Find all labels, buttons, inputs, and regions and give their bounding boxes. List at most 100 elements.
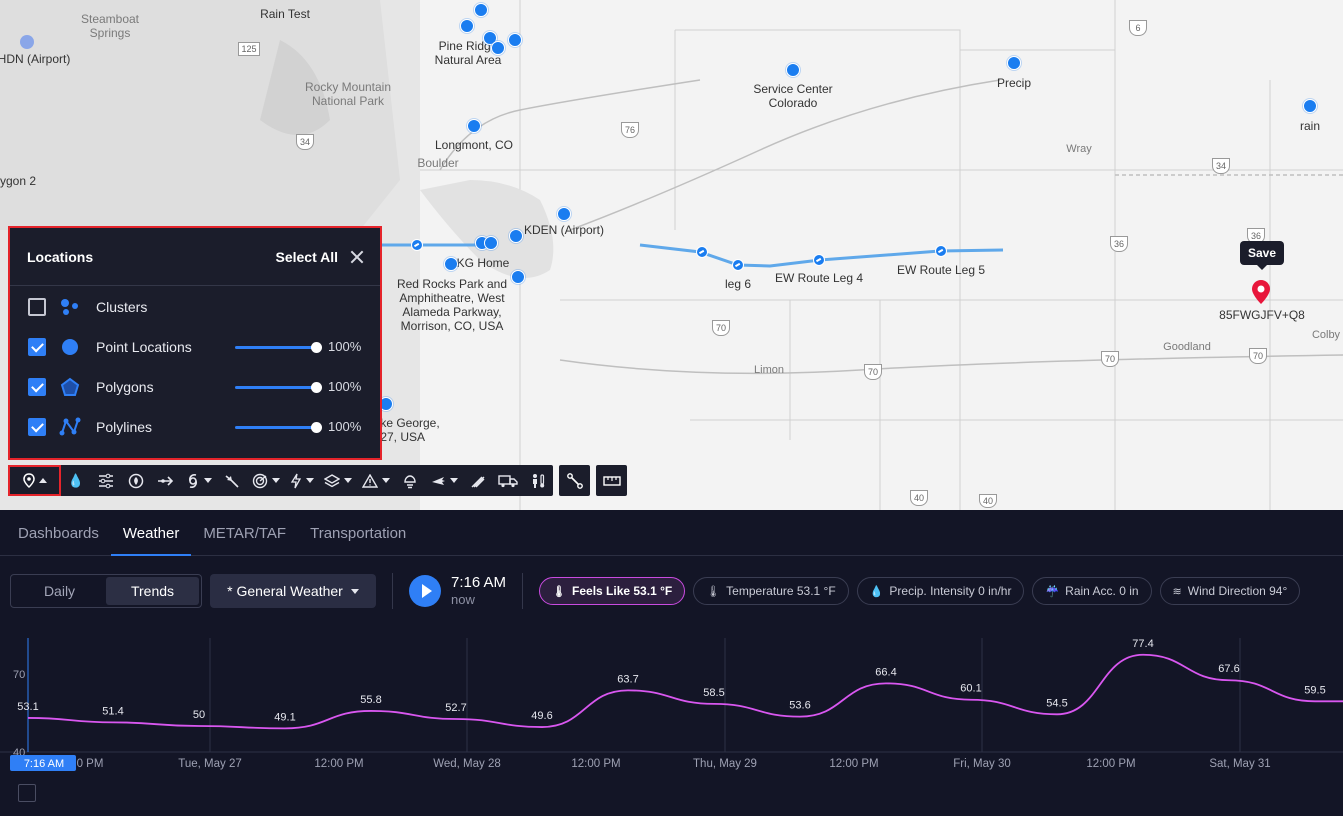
chip-label: Rain Acc. 0 in [1065,584,1139,598]
transportation-button[interactable] [493,465,523,496]
polyline-icon [58,417,82,437]
x-tick-label: Sat, May 31 [1209,758,1270,770]
x-tick-label: Tue, May 27 [178,758,242,770]
aviation-button[interactable] [425,465,463,496]
location-pin[interactable] [508,33,522,47]
polygons-checkbox[interactable] [28,378,46,396]
person-temp-icon: 🌡 [552,585,567,598]
fire-button[interactable] [121,465,151,496]
polyline-node[interactable] [411,239,423,251]
location-pin[interactable] [1007,56,1021,70]
chip-label: Precip. Intensity 0 in/hr [889,584,1012,598]
map-label: Pine Ridge Natural Area [434,39,502,67]
winter-button[interactable] [395,465,425,496]
map-label: 85FWGJFV+Q8 [1219,308,1305,322]
close-icon[interactable] [350,250,364,264]
highway-shield: 40 [910,490,928,506]
time-relative: now [451,592,475,607]
map-label: HDN (Airport) [0,52,71,66]
alerts-button[interactable] [357,465,395,496]
map-label: Service Center Colorado [753,82,833,110]
location-pin[interactable] [484,236,498,250]
highway-shield: 70 [712,320,730,336]
data-label: 77.4 [1132,638,1153,650]
precip-icon: 💧 [869,585,884,598]
opacity-slider[interactable] [235,386,317,389]
locations-button[interactable] [8,465,61,496]
hurricane-button[interactable] [181,465,217,496]
lightning-button[interactable] [285,465,319,496]
data-label: 51.4 [102,705,123,717]
x-tick-label: 12:00 PM [829,758,878,770]
polyline-node[interactable] [935,245,947,257]
select-all-button[interactable]: Select All [275,248,338,265]
point-locations-checkbox[interactable] [28,338,46,356]
location-pin[interactable] [1303,99,1317,113]
polylines-checkbox[interactable] [28,418,46,436]
clusters-checkbox[interactable] [28,298,46,316]
location-pin[interactable] [786,63,800,77]
polyline-node[interactable] [696,246,708,258]
x-tick-label: 0 PM [77,758,104,770]
slider-handle[interactable] [311,342,322,353]
precip-button[interactable]: 💧 [61,465,91,496]
marine-button[interactable] [463,465,493,496]
layer-label: Clusters [96,299,148,315]
draw-polyline-button[interactable] [559,465,590,496]
polyline-node[interactable] [813,254,825,266]
expand-icon[interactable] [18,784,36,802]
trends-toggle[interactable]: Trends [106,577,199,605]
storm-path-icon [225,474,239,488]
time-display: 7:16 AM now [451,574,506,608]
location-pin[interactable] [557,207,571,221]
location-pin[interactable] [467,119,481,133]
map-label: EW Route Leg 5 [896,263,986,277]
measure-button[interactable] [596,465,627,496]
chip-wind-direction[interactable]: ≋ Wind Direction 94° [1159,577,1301,605]
tab-transportation[interactable]: Transportation [310,525,407,542]
chip-temperature[interactable]: 🌡 Temperature 53.1 °F [693,577,849,605]
chip-rain-acc[interactable]: ☔ Rain Acc. 0 in [1032,577,1152,605]
opacity-slider[interactable] [235,346,317,349]
route-button[interactable] [151,465,181,496]
locations-panel: Locations Select All Clusters Point Loca… [8,226,382,460]
tab-metar-taf[interactable]: METAR/TAF [203,525,287,542]
tab-dashboards[interactable]: Dashboards [18,525,99,542]
daily-toggle[interactable]: Daily [43,583,76,599]
wind-button[interactable] [91,465,121,496]
data-label: 53.6 [789,700,810,712]
polyline-node[interactable] [732,259,744,271]
location-pin[interactable] [460,19,474,33]
chip-precip-intensity[interactable]: 💧 Precip. Intensity 0 in/hr [856,577,1025,605]
play-button[interactable] [409,575,441,607]
layers-button[interactable] [319,465,357,496]
chevron-down-icon [382,478,390,483]
opacity-slider[interactable] [235,426,317,429]
map-label: Boulder [417,156,459,170]
radar-button[interactable] [247,465,285,496]
location-pin[interactable] [444,257,458,271]
map-label: KG Home [456,256,510,270]
x-tick-label: 7:16 AM [24,758,64,770]
preset-dropdown[interactable]: * General Weather [210,574,376,608]
selected-location-marker-icon[interactable] [1252,280,1270,304]
tab-weather[interactable]: Weather [110,525,192,556]
chip-feels-like[interactable]: 🌡 Feels Like 53.1 °F [539,577,686,605]
save-tooltip[interactable]: Save [1240,241,1285,270]
chip-label: Feels Like 53.1 °F [572,584,673,598]
location-pin[interactable] [511,270,525,284]
health-button[interactable] [523,465,553,496]
highway-shield: 70 [1101,351,1119,367]
polygon-icon [58,377,82,397]
location-pin[interactable] [474,3,488,17]
location-pin[interactable] [509,229,523,243]
storm-path-button[interactable] [217,465,247,496]
thermometer-icon: 🌡 [706,585,721,598]
slider-handle[interactable] [311,382,322,393]
slider-handle[interactable] [311,422,322,433]
locations-panel-title: Locations [27,248,94,265]
opacity-value: 100% [328,339,362,354]
location-pin[interactable] [491,41,505,55]
chevron-down-icon [344,478,352,483]
